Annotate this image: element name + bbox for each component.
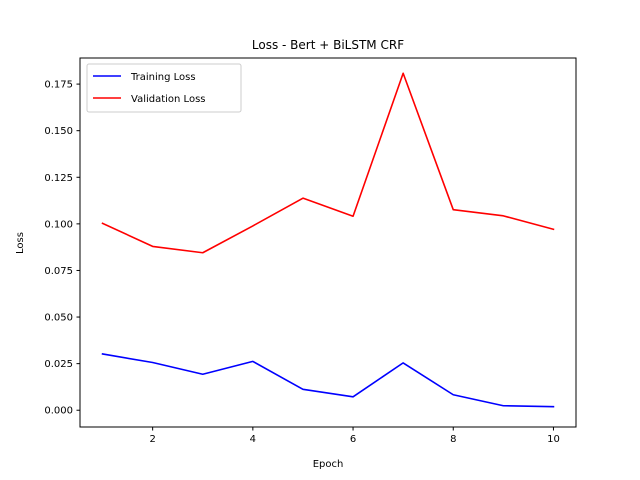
y-tick-label: 0.000 [44,406,73,417]
y-axis-label: Loss [15,232,26,254]
series-line-training-loss [101,353,555,408]
axes-frame [79,57,577,428]
y-tick-label: 0.100 [44,219,73,230]
chart-title: Loss - Bert + BiLSTM CRF [252,38,404,52]
x-tick-label: 2 [149,434,155,445]
legend-label: Validation Loss [131,94,206,105]
y-tick-label: 0.025 [44,359,73,370]
y-tick-label: 0.075 [44,266,73,277]
y-tick-label: 0.150 [44,126,73,137]
y-tick-label: 0.050 [44,313,73,324]
x-tick-label: 4 [250,434,256,445]
y-tick-label: 0.125 [44,173,73,184]
x-tick-label: 10 [547,434,560,445]
legend-label: Training Loss [130,72,196,83]
x-axis-label: Epoch [313,459,344,470]
legend: Training Loss Validation Loss [86,63,242,113]
plot-area: 2 4 6 8 10 0.000 0.025 0.050 0.075 0.100 0.125 0.15… [44,72,560,445]
y-tick-label: 0.175 [44,80,73,91]
x-tick-label: 6 [350,434,356,445]
legend-box [86,63,242,113]
x-tick-label: 8 [450,434,456,445]
series-line-validation-loss [101,72,555,254]
